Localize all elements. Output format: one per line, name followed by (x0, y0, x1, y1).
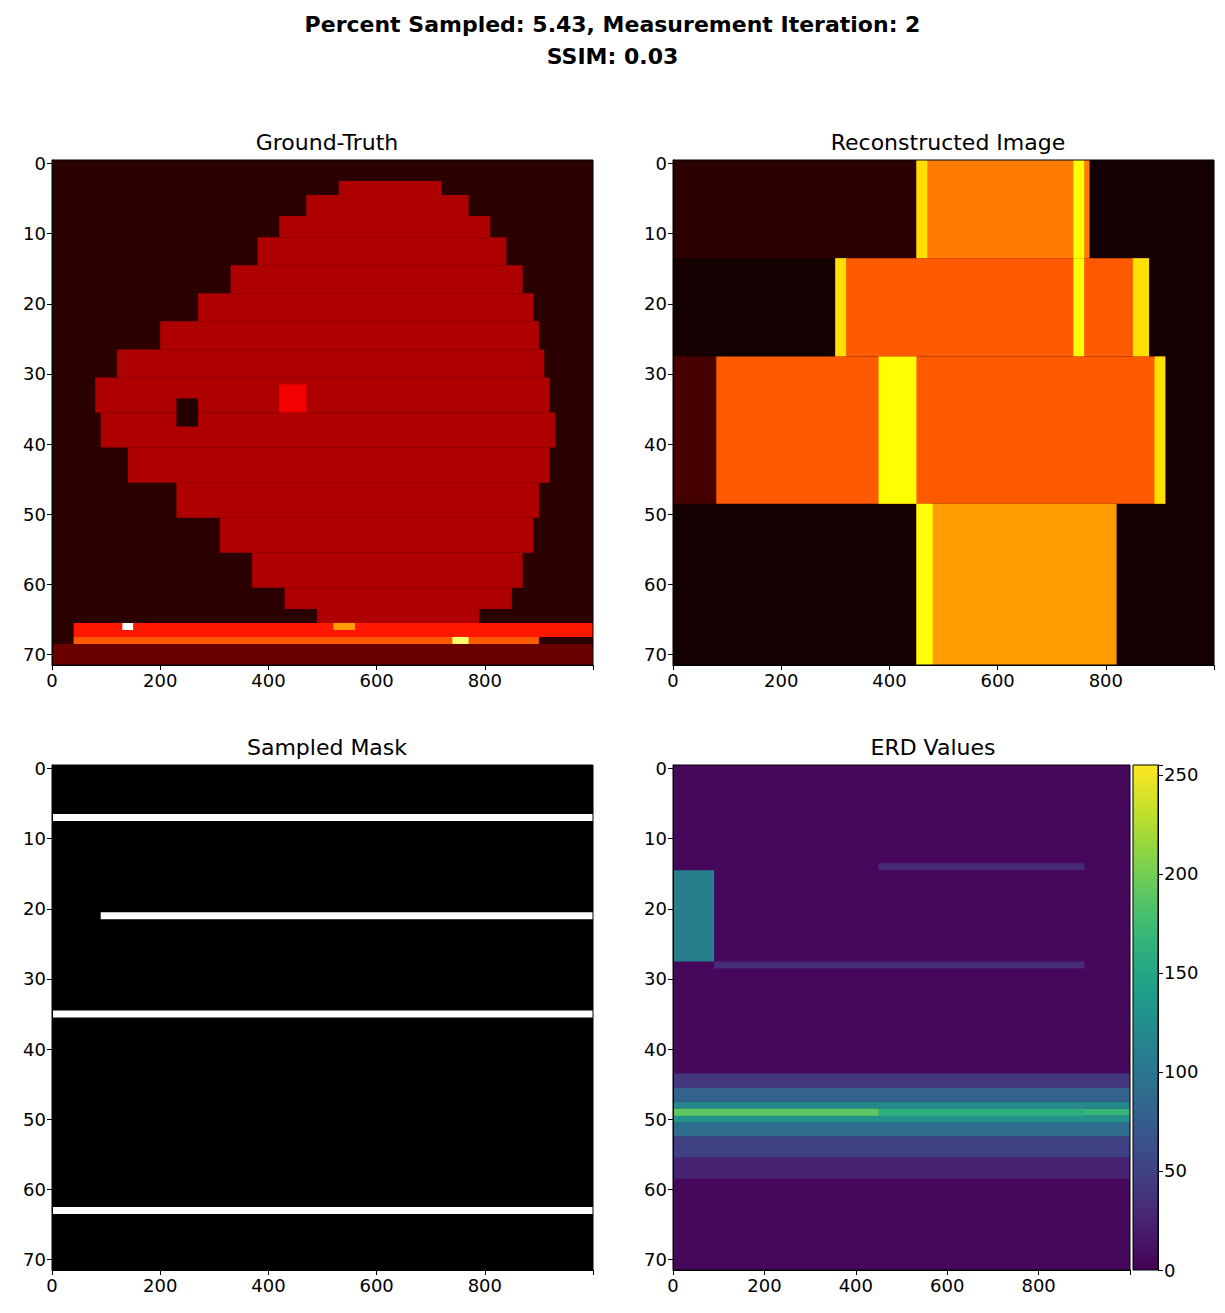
svg-text:0: 0 (46, 1275, 57, 1296)
svg-text:60: 60 (23, 1179, 46, 1200)
svg-text:0: 0 (667, 1275, 678, 1296)
svg-text:600: 600 (359, 670, 393, 691)
svg-text:40: 40 (644, 1039, 667, 1060)
svg-text:400: 400 (872, 670, 906, 691)
svg-text:200: 200 (747, 1275, 781, 1296)
svg-text:20: 20 (23, 898, 46, 919)
svg-text:400: 400 (839, 1275, 873, 1296)
svg-text:Percent Sampled: 5.43, Measure: Percent Sampled: 5.43, Measurement Itera… (305, 12, 921, 37)
svg-text:50: 50 (644, 1109, 667, 1130)
svg-text:800: 800 (468, 670, 502, 691)
svg-text:10: 10 (644, 223, 667, 244)
svg-text:10: 10 (23, 828, 46, 849)
svg-text:20: 20 (23, 293, 46, 314)
svg-text:10: 10 (23, 223, 46, 244)
svg-text:800: 800 (1021, 1275, 1055, 1296)
svg-text:70: 70 (644, 1249, 667, 1270)
svg-text:Sampled Mask: Sampled Mask (247, 735, 407, 760)
svg-text:0: 0 (667, 670, 678, 691)
svg-text:70: 70 (23, 1249, 46, 1270)
svg-text:100: 100 (1164, 1061, 1198, 1082)
svg-text:50: 50 (1164, 1160, 1187, 1181)
svg-text:30: 30 (23, 968, 46, 989)
svg-text:0: 0 (1164, 1260, 1175, 1281)
svg-text:200: 200 (143, 670, 177, 691)
svg-text:10: 10 (644, 828, 667, 849)
svg-text:0: 0 (656, 153, 667, 174)
svg-text:200: 200 (1164, 863, 1198, 884)
svg-text:Reconstructed Image: Reconstructed Image (831, 130, 1066, 155)
svg-text:50: 50 (23, 504, 46, 525)
svg-text:30: 30 (644, 968, 667, 989)
svg-text:600: 600 (359, 1275, 393, 1296)
svg-text:200: 200 (143, 1275, 177, 1296)
svg-text:600: 600 (930, 1275, 964, 1296)
svg-text:0: 0 (46, 670, 57, 691)
svg-text:60: 60 (23, 574, 46, 595)
svg-text:600: 600 (980, 670, 1014, 691)
svg-text:800: 800 (468, 1275, 502, 1296)
svg-text:20: 20 (644, 898, 667, 919)
svg-text:70: 70 (23, 644, 46, 665)
svg-text:40: 40 (23, 434, 46, 455)
svg-text:Ground-Truth: Ground-Truth (256, 130, 399, 155)
svg-text:0: 0 (35, 153, 46, 174)
svg-text:30: 30 (23, 363, 46, 384)
svg-text:50: 50 (644, 504, 667, 525)
svg-text:30: 30 (644, 363, 667, 384)
svg-text:60: 60 (644, 574, 667, 595)
svg-text:400: 400 (251, 670, 285, 691)
svg-text:0: 0 (656, 758, 667, 779)
svg-text:20: 20 (644, 293, 667, 314)
svg-text:SSIM: 0.03: SSIM: 0.03 (547, 44, 679, 69)
svg-text:40: 40 (644, 434, 667, 455)
svg-text:70: 70 (644, 644, 667, 665)
svg-text:40: 40 (23, 1039, 46, 1060)
svg-text:60: 60 (644, 1179, 667, 1200)
svg-text:800: 800 (1089, 670, 1123, 691)
svg-text:200: 200 (764, 670, 798, 691)
svg-text:400: 400 (251, 1275, 285, 1296)
svg-text:50: 50 (23, 1109, 46, 1130)
svg-text:0: 0 (35, 758, 46, 779)
svg-text:250: 250 (1164, 764, 1198, 785)
svg-text:150: 150 (1164, 962, 1198, 983)
svg-text:ERD Values: ERD Values (871, 735, 996, 760)
